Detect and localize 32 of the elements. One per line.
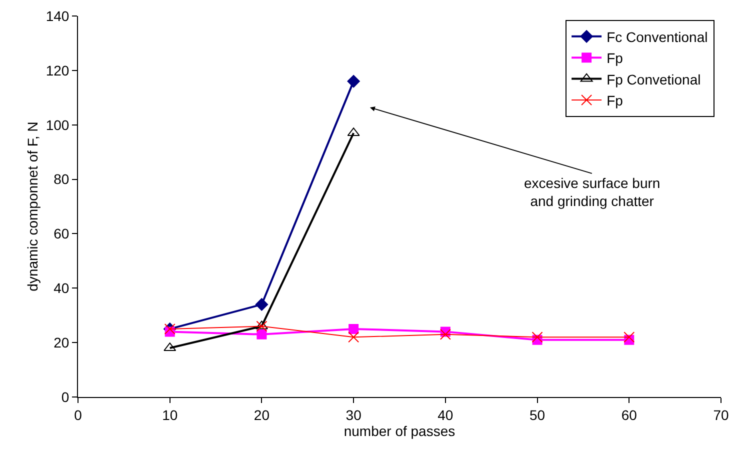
x-tick-label: 50	[530, 406, 546, 423]
point	[347, 74, 360, 88]
point	[256, 329, 267, 340]
annotation: excesive surface burn and grinding chatter	[524, 175, 660, 210]
legend-label: Fp	[606, 92, 624, 108]
point	[348, 324, 359, 334]
x-tick-label: 60	[621, 406, 638, 423]
y-tick-label: 140	[46, 8, 70, 24]
point	[440, 328, 451, 340]
x-tick-label: 10	[162, 406, 178, 423]
x-tick-label: 30	[346, 406, 362, 423]
x-tick-label: 40	[438, 406, 454, 423]
y-tick-label: 20	[54, 334, 70, 350]
point	[255, 298, 268, 311]
y-tick-label: 80	[54, 171, 70, 188]
point	[532, 332, 543, 343]
legend-label: Fp	[606, 50, 624, 66]
y-tick-label: 0	[61, 388, 70, 405]
legend-label: Fc Conventional	[606, 28, 708, 45]
x-tick-label: 70	[713, 406, 729, 423]
y-tick-label: 120	[46, 62, 70, 78]
y-tick-label: 60	[54, 226, 70, 242]
y-tick-label: 40	[54, 280, 70, 296]
y-tick-label: 100	[46, 116, 70, 133]
y-axis-title: dynamic componnet of F, N	[24, 122, 40, 292]
x-tick-label: 0	[74, 406, 82, 423]
point	[624, 332, 635, 343]
point	[256, 320, 268, 332]
point	[348, 332, 360, 343]
x-axis-title: number of passes	[344, 422, 456, 439]
x-tick-label: 20	[254, 406, 270, 423]
legend-label: Fp Convetional	[606, 71, 701, 88]
